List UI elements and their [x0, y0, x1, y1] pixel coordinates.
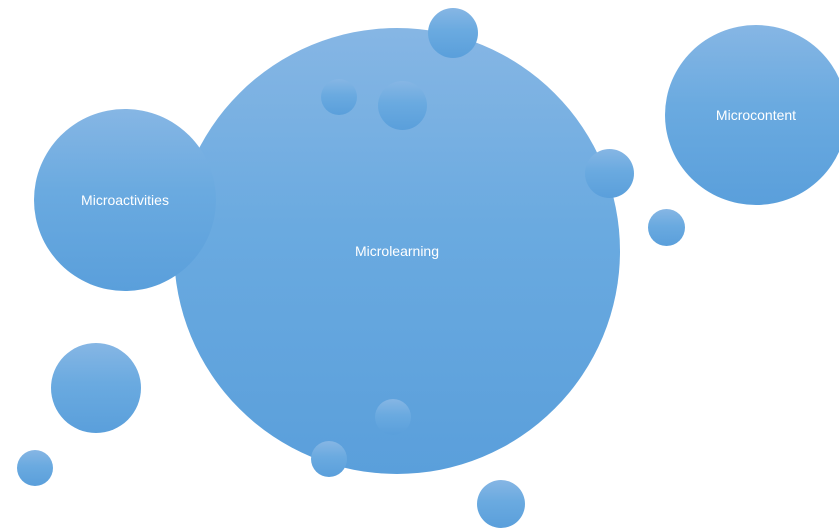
- small-bubble: [17, 450, 53, 486]
- bubble-label-microcontent: Microcontent: [715, 107, 797, 123]
- bubble-label-microactivities: Microactivities: [81, 192, 169, 208]
- small-bubble: [648, 209, 685, 246]
- small-bubble: [321, 79, 357, 115]
- small-bubble: [428, 8, 478, 58]
- small-bubble: [311, 441, 347, 477]
- small-bubble: [585, 149, 634, 198]
- bubble-microactivities: Microactivities: [34, 109, 216, 291]
- bubble-label-microlearning: Microlearning: [354, 243, 440, 259]
- bubble-microcontent: Microcontent: [665, 25, 839, 205]
- small-bubble: [51, 343, 141, 433]
- small-bubble: [375, 399, 411, 435]
- small-bubble: [477, 480, 525, 528]
- small-bubble: [378, 81, 427, 130]
